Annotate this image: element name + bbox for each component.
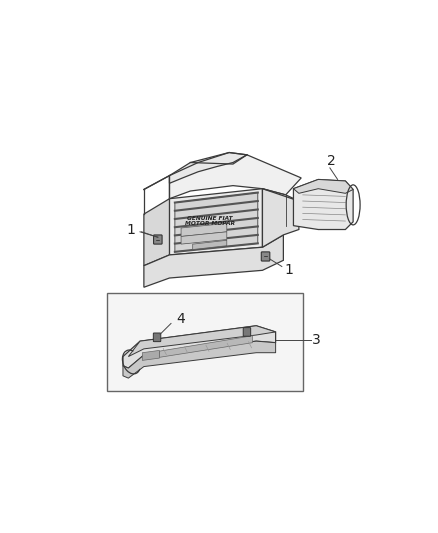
FancyBboxPatch shape [243,328,251,336]
Polygon shape [128,326,276,357]
Text: 1: 1 [284,263,293,277]
Polygon shape [293,180,353,193]
Bar [107,294,303,391]
Polygon shape [193,240,227,249]
Polygon shape [181,223,227,237]
Polygon shape [170,155,301,199]
Text: GENUINE FIAT
MOTOR MOPAR: GENUINE FIAT MOTOR MOPAR [185,216,235,227]
Polygon shape [159,336,252,357]
FancyBboxPatch shape [153,333,161,342]
Polygon shape [123,326,276,368]
Text: 2: 2 [327,154,336,168]
Polygon shape [293,180,353,230]
FancyBboxPatch shape [154,235,162,244]
Polygon shape [170,189,262,255]
Polygon shape [142,350,159,360]
FancyBboxPatch shape [261,252,270,261]
Polygon shape [144,199,170,265]
Text: 3: 3 [312,333,321,346]
Polygon shape [123,341,276,378]
Polygon shape [262,189,299,247]
Text: 1: 1 [126,222,135,237]
Polygon shape [181,232,227,244]
Polygon shape [144,235,283,287]
Polygon shape [175,192,258,252]
Polygon shape [170,152,247,183]
Text: 4: 4 [176,312,185,326]
